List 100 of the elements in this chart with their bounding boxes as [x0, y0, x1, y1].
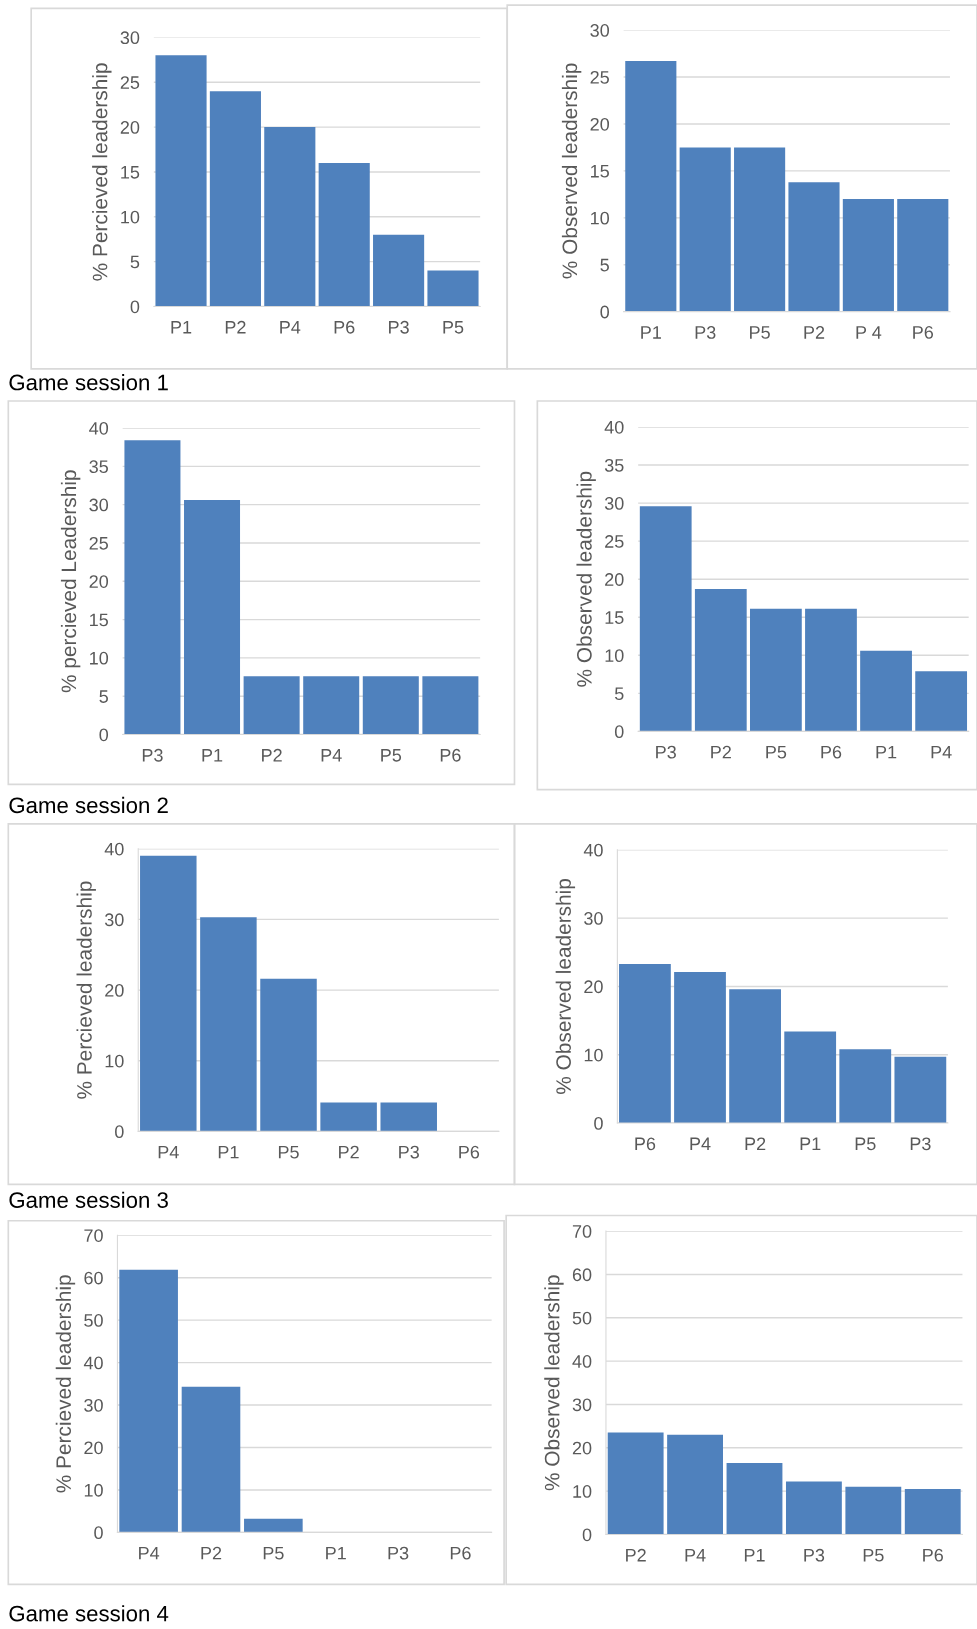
y-axis-title: % Observed leadership [576, 471, 596, 687]
y-tick-label: 10 [584, 1048, 603, 1062]
x-tick-label: P6 [821, 745, 842, 759]
y-tick-label: 10 [90, 651, 109, 665]
x-tick-label: P6 [913, 326, 934, 339]
bar [124, 440, 181, 735]
bar [694, 589, 747, 732]
y-tick-label: 15 [591, 165, 609, 178]
bar [181, 1386, 241, 1533]
y-tick-label: 10 [591, 211, 610, 225]
y-tick-label: 35 [89, 460, 108, 474]
bar [318, 162, 370, 307]
y-tick-label: 30 [584, 912, 603, 925]
y-tick-label: 0 [99, 728, 109, 742]
y-tick-label: 40 [583, 843, 603, 857]
x-tick-label: P2 [225, 320, 246, 334]
bar [860, 650, 912, 732]
y-tick-label: 10 [105, 1054, 124, 1068]
y-tick-label: 5 [130, 255, 140, 269]
bar [362, 676, 419, 735]
y-tick-label: 40 [89, 421, 109, 435]
x-tick-label: P3 [656, 745, 676, 759]
x-tick-label: P5 [766, 745, 787, 759]
x-tick-label: P3 [910, 1137, 931, 1151]
y-tick-label: 60 [572, 1268, 592, 1282]
bar [904, 1488, 961, 1535]
x-tick-label: P5 [278, 1145, 299, 1159]
y-tick-label: 5 [600, 258, 609, 272]
y-tick-label: 20 [89, 575, 109, 588]
y-tick-label: 40 [604, 420, 624, 434]
x-tick-label: P2 [262, 748, 282, 762]
y-tick-label: 20 [605, 573, 624, 586]
bar [260, 978, 317, 1132]
bar [244, 1518, 303, 1533]
bar [140, 855, 197, 1132]
bar [839, 1049, 892, 1124]
x-tick-label: P2 [711, 745, 731, 759]
x-tick-label: P1 [218, 1145, 239, 1159]
x-tick-label: P1 [171, 321, 192, 334]
x-tick-label: P1 [800, 1137, 821, 1151]
x-tick-label: P1 [326, 1546, 346, 1560]
bar [785, 1481, 842, 1535]
y-tick-label: 0 [614, 725, 624, 739]
y-tick-label: 0 [594, 1116, 603, 1130]
x-tick-label: P2 [745, 1137, 766, 1151]
bar [805, 608, 857, 732]
y-tick-label: 60 [84, 1271, 103, 1285]
bar [667, 1434, 723, 1535]
y-tick-label: 5 [99, 690, 108, 703]
bar [119, 1269, 178, 1533]
x-tick-label: P5 [381, 749, 402, 762]
x-tick-label: P3 [142, 748, 163, 762]
y-tick-label: 15 [121, 166, 140, 179]
x-tick-label: P5 [855, 1137, 876, 1151]
bar [674, 972, 726, 1124]
y-tick-label: 0 [130, 300, 140, 314]
y-tick-label: 30 [590, 24, 610, 37]
bar [619, 963, 671, 1124]
x-tick-label: P5 [750, 326, 770, 339]
x-tick-label: P6 [459, 1145, 480, 1159]
y-tick-label: 70 [84, 1229, 103, 1242]
x-tick-label: P4 [685, 1549, 706, 1562]
y-tick-label: 5 [614, 687, 624, 701]
x-tick-label: P6 [450, 1546, 471, 1560]
bar [845, 1486, 902, 1535]
y-tick-label: 35 [604, 458, 624, 472]
y-axis-title: % Observed leadership [555, 879, 576, 1094]
y-tick-label: 15 [90, 613, 108, 627]
x-tick-label: P4 [321, 749, 342, 762]
x-tick-label: P4 [690, 1137, 711, 1151]
x-tick-label: P3 [389, 320, 409, 334]
y-tick-label: 20 [572, 1441, 592, 1455]
y-tick-label: 20 [84, 1441, 103, 1455]
x-tick-label: P4 [931, 745, 952, 759]
bar [303, 676, 360, 735]
x-tick-label: P3 [804, 1548, 825, 1562]
bar [200, 917, 257, 1132]
x-tick-label: P5 [863, 1549, 884, 1562]
bar [729, 989, 781, 1124]
y-tick-label: 30 [604, 497, 624, 510]
y-axis-title: % percieved Leadership [60, 470, 81, 693]
x-tick-label: P3 [695, 326, 716, 339]
x-tick-label: P2 [339, 1145, 359, 1159]
y-axis-title: % Percieved leadership [76, 881, 96, 1099]
x-tick-label: P2 [201, 1546, 222, 1560]
y-axis-title: % Percieved leadership [92, 63, 112, 281]
bar [639, 506, 692, 732]
x-tick-label: P4 [158, 1145, 179, 1159]
y-tick-label: 10 [121, 210, 140, 224]
bar [784, 1031, 837, 1124]
y-tick-label: 20 [590, 117, 610, 131]
y-tick-label: 30 [84, 1398, 103, 1412]
y-axis-title: % Observed leadership [561, 63, 582, 279]
y-tick-label: 40 [572, 1355, 592, 1368]
y-tick-label: 25 [89, 536, 108, 550]
y-tick-label: 50 [572, 1311, 592, 1325]
bar [915, 671, 968, 732]
y-axis-title: % Observed leadership [544, 1275, 564, 1491]
x-tick-label: P3 [388, 1546, 409, 1560]
y-tick-label: 0 [115, 1125, 124, 1139]
